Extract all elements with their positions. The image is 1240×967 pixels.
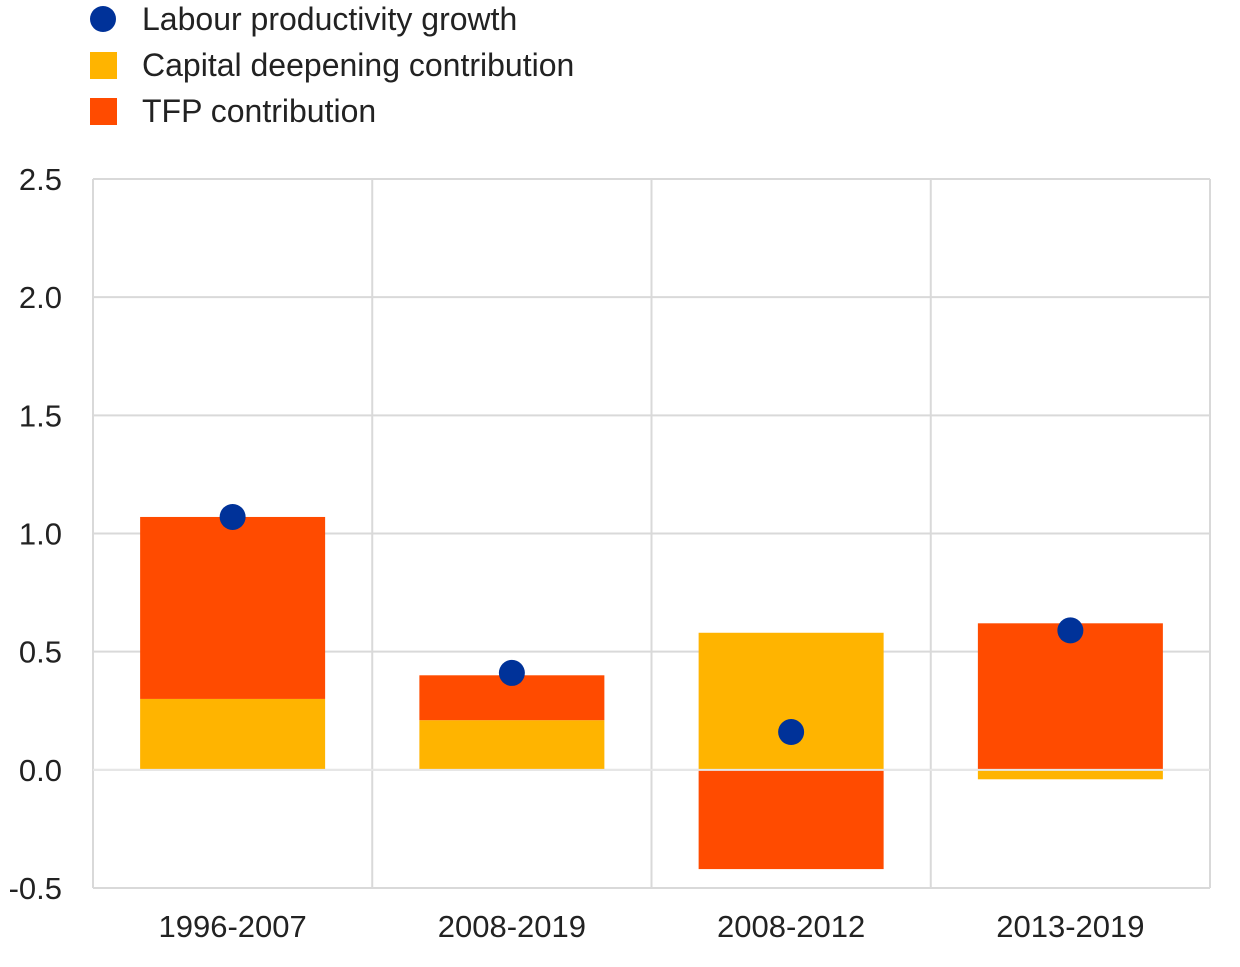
bars: [93, 516, 1210, 870]
y-tick-label: 1.0: [19, 517, 62, 552]
bar-capital-deepening-contribution-2013-2019: [977, 769, 1163, 780]
dots: [219, 503, 1084, 746]
x-tick-label: 2008-2019: [438, 909, 586, 944]
y-tick-label: -0.5: [9, 871, 62, 906]
y-tick-label: 2.0: [19, 280, 62, 315]
dot-labour-productivity-growth-2008-2012: [778, 719, 805, 746]
dot-labour-productivity-growth-2008-2019: [498, 659, 525, 686]
legend: Labour productivity growth Capital deepen…: [90, 1, 574, 129]
dot-labour-productivity-growth-1996-2007: [219, 503, 246, 530]
legend-swatch-capital-deepening-contribution: [90, 52, 117, 79]
legend-swatch-labour-productivity-growth: [90, 6, 116, 32]
x-tick-label: 2008-2012: [717, 909, 865, 944]
y-axis-ticks: -0.5 0.0 0.5 1.0 1.5 2.0 2.5: [9, 162, 62, 906]
legend-label-tfp-contribution: TFP contribution: [142, 93, 376, 129]
bar-tfp-contribution-1996-2007: [140, 516, 326, 699]
y-tick-label: 1.5: [19, 398, 62, 433]
x-axis-ticks: 1996-2007 2008-2019 2008-2012 2013-2019: [159, 909, 1145, 944]
bar-capital-deepening-contribution-2008-2019: [419, 720, 605, 770]
x-tick-label: 1996-2007: [159, 909, 307, 944]
y-tick-label: 2.5: [19, 162, 62, 197]
legend-label-labour-productivity-growth: Labour productivity growth: [142, 1, 517, 37]
y-tick-label: 0.5: [19, 635, 62, 670]
bar-capital-deepening-contribution-1996-2007: [140, 698, 326, 770]
dot-labour-productivity-growth-2013-2019: [1057, 617, 1084, 644]
bar-tfp-contribution-2013-2019: [977, 623, 1163, 770]
y-tick-label: 0.0: [19, 753, 62, 788]
legend-label-capital-deepening-contribution: Capital deepening contribution: [142, 47, 574, 83]
bar-capital-deepening-contribution-2008-2012: [698, 632, 884, 770]
legend-swatch-tfp-contribution: [90, 98, 117, 125]
bar-tfp-contribution-2008-2012: [698, 769, 884, 870]
x-tick-label: 2013-2019: [996, 909, 1144, 944]
